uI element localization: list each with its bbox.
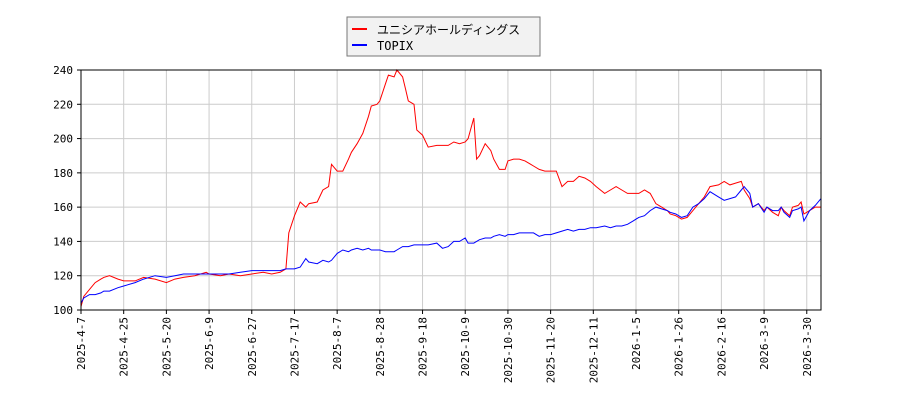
y-tick-label: 240 — [53, 64, 73, 77]
x-tick-label: 2025-11-20 — [545, 317, 558, 383]
y-axis: 100 120 140 160 180 200 220 240 — [53, 64, 81, 317]
legend-label-topix: TOPIX — [377, 39, 414, 53]
x-tick-label: 2025-9-18 — [417, 317, 430, 377]
x-tick-label: 2025-8-7 — [331, 317, 344, 370]
y-tick-label: 220 — [53, 98, 73, 111]
y-tick-label: 200 — [53, 133, 73, 146]
x-tick-label: 2026-3-30 — [801, 317, 814, 377]
x-tick-label: 2025-10-9 — [459, 317, 472, 377]
grid — [80, 69, 821, 311]
y-tick-label: 160 — [53, 201, 73, 214]
x-axis: 2025-4-7 2025-4-25 2025-5-20 2025-6-9 2025-6… — [75, 310, 814, 383]
y-tick-label: 120 — [53, 270, 73, 283]
y-tick-label: 100 — [53, 304, 73, 317]
x-tick-label: 2026-1-5 — [630, 317, 643, 370]
x-tick-label: 2025-5-20 — [160, 317, 173, 377]
x-tick-label: 2026-1-26 — [673, 317, 686, 377]
x-tick-label: 2025-7-17 — [288, 317, 301, 377]
legend: ユニシアホールディングス TOPIX — [346, 16, 541, 57]
x-tick-label: 2025-12-11 — [587, 317, 600, 383]
x-tick-label: 2026-2-16 — [715, 317, 728, 377]
x-tick-label: 2025-6-27 — [246, 317, 259, 377]
series-lines — [80, 69, 822, 307]
plot-frame — [80, 69, 822, 311]
x-tick-label: 2025-10-30 — [502, 317, 515, 383]
y-tick-label: 140 — [53, 235, 73, 248]
series-line-company — [80, 69, 821, 307]
series-line-topix — [80, 185, 822, 304]
x-tick-label: 2025-8-28 — [374, 317, 387, 377]
x-tick-label: 2025-4-25 — [118, 317, 131, 377]
x-tick-label: 2025-6-9 — [203, 317, 216, 370]
x-tick-label: 2026-3-9 — [758, 317, 771, 370]
x-tick-label: 2025-4-7 — [75, 317, 88, 370]
legend-label-company: ユニシアホールディングス — [377, 22, 520, 37]
legend-box — [346, 16, 541, 57]
y-tick-label: 180 — [53, 167, 73, 180]
